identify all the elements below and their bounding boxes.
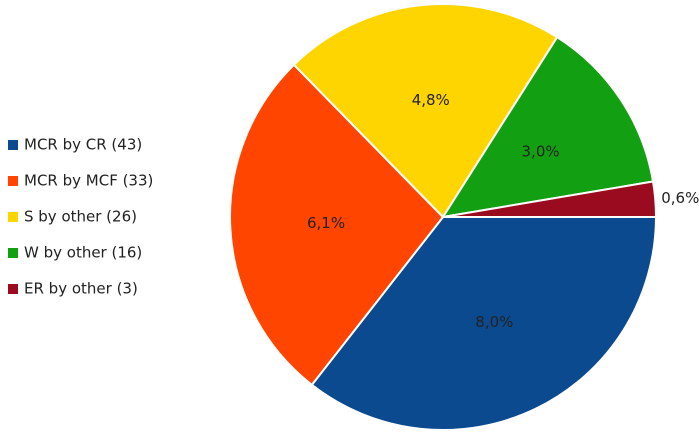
pie-slice	[229, 63, 445, 387]
legend-label: S by other (26)	[24, 208, 137, 226]
legend-label: ER by other (3)	[24, 280, 138, 298]
pie-slice	[442, 180, 658, 218]
legend-swatch	[8, 140, 18, 150]
data-label: 4,8%	[412, 91, 450, 109]
legend-swatch	[8, 248, 18, 258]
data-label: 0,6%	[661, 189, 699, 207]
legend-label: W by other (16)	[24, 244, 142, 262]
data-label: 6,1%	[307, 214, 345, 232]
legend-label: MCR by MCF (33)	[24, 172, 153, 190]
legend-swatch	[8, 212, 18, 222]
legend-swatch	[8, 284, 18, 294]
pie-slice	[292, 3, 559, 219]
data-label: 3,0%	[522, 143, 560, 161]
pie-slice	[310, 216, 658, 431]
pie-slice	[440, 35, 655, 219]
data-label: 8,0%	[475, 313, 513, 331]
legend-label: MCR by CR (43)	[24, 136, 142, 154]
legend-swatch	[8, 176, 18, 186]
